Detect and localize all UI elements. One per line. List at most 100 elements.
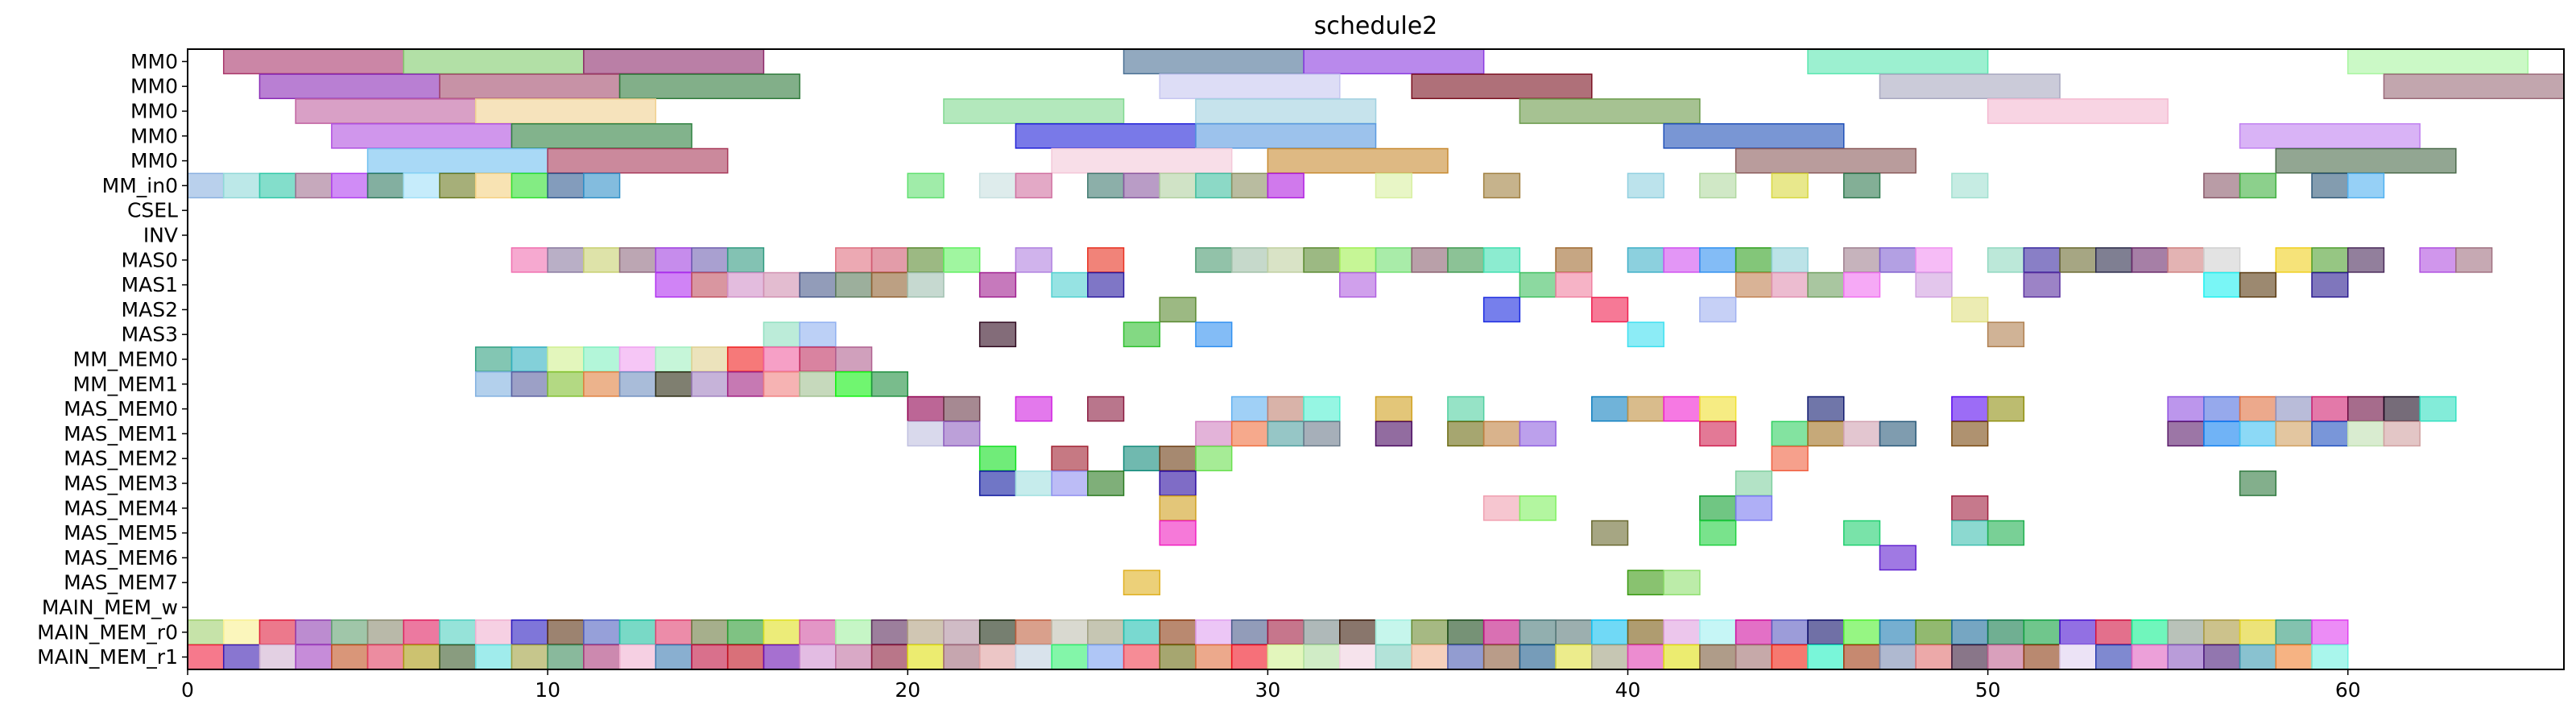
task-bar [1447,246,1485,273]
task-bar [1159,619,1197,645]
task-bar [726,271,765,298]
y-tick-label: MM0 [130,100,178,123]
task-bar [2311,619,2349,645]
task-bar [691,644,729,670]
x-axis-ticks: 0 10 20 30 40 50 60 [181,669,2361,702]
task-bar [2275,246,2313,273]
task-bar [943,619,981,645]
task-bar [726,346,765,372]
y-tick-label: MAIN_MEM_r0 [37,620,178,644]
task-bar [1339,619,1377,645]
task-bar [1015,470,1052,496]
task-bar [1087,271,1125,298]
task-bar [1735,271,1773,298]
task-bar [1447,619,1485,645]
task-bar [1230,246,1269,273]
task-bar [1987,246,2025,273]
task-bar [1879,545,1916,571]
task-bar [1627,246,1664,273]
task-bar [1482,172,1521,199]
task-bar [1087,644,1125,670]
task-bar [1627,644,1664,670]
task-bar [1411,619,1449,645]
task-bar [1915,246,1953,273]
task-bar [1195,246,1233,273]
task-bar [763,271,800,298]
task-bar [258,172,296,199]
task-bar [1699,619,1737,645]
task-bar [331,644,369,670]
task-bar [2419,246,2457,273]
task-bar [1699,495,1737,521]
task-bar [799,346,837,372]
task-bar [2311,246,2349,273]
task-bar [1807,420,1845,447]
task-bar [583,48,765,75]
task-bar [1915,271,1953,298]
task-bar [835,271,873,298]
task-bar [583,644,621,670]
task-bar [1195,98,1377,124]
y-tick-label: MM0 [130,75,178,98]
task-bar [2059,644,2097,670]
task-bar [1807,619,1845,645]
task-bar [1267,619,1305,645]
task-bar [1843,271,1881,298]
task-bar [1951,420,1989,447]
task-bar [1015,172,1052,199]
task-bar [1087,470,1125,496]
task-bar [1915,644,1953,670]
task-bar [1015,396,1052,422]
task-bar [1339,644,1377,670]
task-bar [2311,420,2349,447]
task-bar [1159,73,1341,100]
task-bar [1843,644,1881,670]
task-bar [187,644,225,670]
task-bar [1230,172,1269,199]
task-bar [1123,321,1160,348]
task-bar [547,644,585,670]
task-bar [1663,246,1701,273]
task-bar [1915,619,1953,645]
task-bar [618,371,657,397]
task-bar [1663,570,1701,596]
y-tick-label: MAIN_MEM_r1 [37,645,178,669]
task-bar [2347,172,2385,199]
task-bar [2311,271,2349,298]
task-bar [1195,420,1233,447]
y-tick-label: MAS_MEM1 [64,422,178,445]
task-bar [1771,172,1809,199]
task-bar [763,371,800,397]
task-bar [1303,396,1341,422]
task-bar [1051,470,1089,496]
y-tick-label: MAS_MEM2 [64,447,178,470]
task-bar [2419,396,2457,422]
task-bar [1482,420,1521,447]
task-bar [1015,122,1197,149]
task-bar [943,420,981,447]
task-bar [366,619,405,645]
y-tick-label: CSEL [127,199,178,222]
task-bar [2311,644,2349,670]
task-bar [1807,48,1989,75]
task-bar [1482,644,1521,670]
task-bar [907,396,945,422]
task-bar [403,619,440,645]
task-bar [2383,420,2421,447]
task-bar [2383,73,2565,100]
task-bar [1519,98,1701,124]
task-bar [870,246,908,273]
task-bar [618,246,657,273]
task-bar [583,619,621,645]
task-bar [2275,644,2313,670]
task-bar [547,147,729,174]
task-bar [1087,246,1125,273]
task-bar [1627,321,1664,348]
task-bar [726,644,765,670]
task-bar [835,619,873,645]
task-bar [618,346,657,372]
task-bar [1591,619,1629,645]
task-bar [1051,271,1089,298]
task-bar [403,644,440,670]
y-tick-label: MAS_MEM4 [64,496,178,520]
